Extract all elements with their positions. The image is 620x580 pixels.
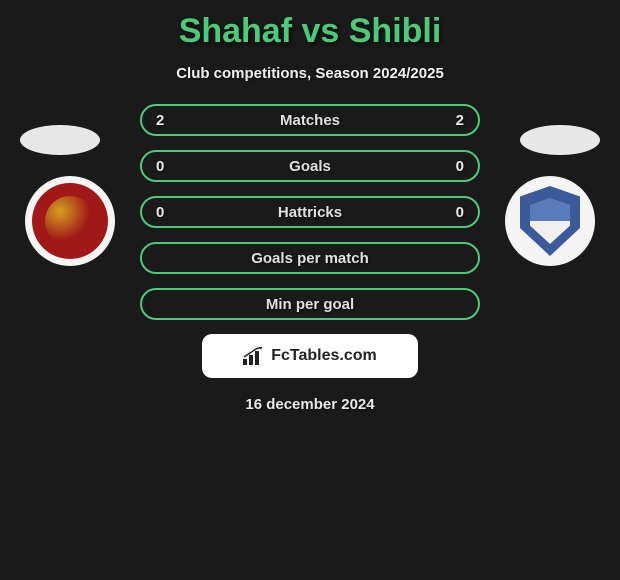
stat-row-matches: 2 Matches 2 — [140, 104, 480, 136]
team-badge-right-shield — [520, 186, 580, 256]
stat-row-hattricks: 0 Hattricks 0 — [140, 196, 480, 228]
stat-right-value: 0 — [444, 204, 464, 221]
brand-text: FcTables.com — [271, 347, 377, 365]
team-badge-right — [505, 176, 595, 266]
player-marker-right — [520, 125, 600, 155]
stat-right-value: 2 — [444, 112, 464, 129]
comparison-title: Shahaf vs Shibli — [0, 0, 620, 51]
stat-right-value: 0 — [444, 158, 464, 175]
team-badge-right-shield-inner — [530, 198, 570, 244]
team-badge-left-accent — [45, 196, 95, 246]
stat-label: Matches — [280, 112, 340, 129]
stat-label: Goals per match — [251, 250, 369, 267]
stat-row-min-per-goal: Min per goal — [140, 288, 480, 320]
team-badge-left-inner — [32, 183, 108, 259]
stat-left-value: 0 — [156, 158, 176, 175]
stat-row-goals-per-match: Goals per match — [140, 242, 480, 274]
stat-label: Hattricks — [278, 204, 342, 221]
stat-label: Goals — [289, 158, 331, 175]
stat-left-value: 0 — [156, 204, 176, 221]
date-text: 16 december 2024 — [0, 396, 620, 413]
comparison-subtitle: Club competitions, Season 2024/2025 — [0, 65, 620, 82]
chart-bars-icon — [243, 347, 265, 365]
team-badge-right-inner — [512, 183, 588, 259]
stat-row-goals: 0 Goals 0 — [140, 150, 480, 182]
player-marker-left — [20, 125, 100, 155]
stat-left-value: 2 — [156, 112, 176, 129]
team-badge-left — [25, 176, 115, 266]
stats-container: 2 Matches 2 0 Goals 0 0 Hattricks 0 Goal… — [140, 104, 480, 320]
stat-label: Min per goal — [266, 296, 354, 313]
brand-box[interactable]: FcTables.com — [202, 334, 418, 378]
